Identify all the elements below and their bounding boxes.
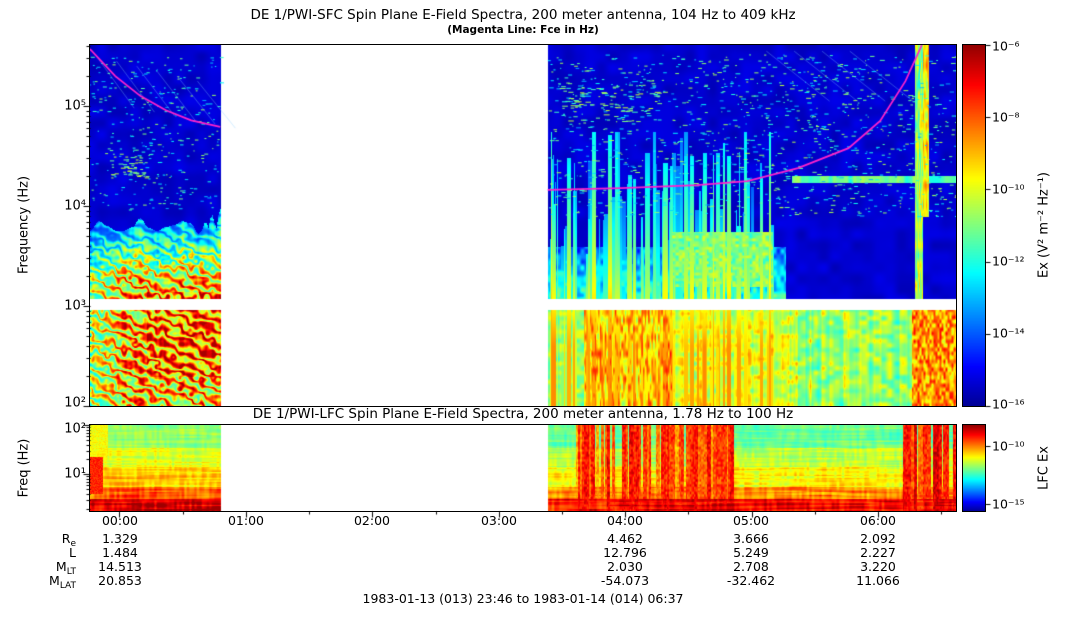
x-tick-0300: 03:00 bbox=[480, 513, 518, 528]
sfc-cbtick-1e-12: 10⁻¹² bbox=[992, 253, 1025, 269]
x-tick-0000: 00:00 bbox=[101, 513, 139, 528]
ephemeris-label-mlat: MLAT bbox=[49, 573, 76, 591]
ephemeris-l-0600: 2.227 bbox=[860, 545, 896, 560]
ephemeris-mlt-0000: 14.513 bbox=[98, 559, 142, 574]
x-tick-0100: 01:00 bbox=[227, 513, 265, 528]
ephemeris-l-0000: 1.484 bbox=[102, 545, 138, 560]
ephemeris-re-0400: 4.462 bbox=[607, 531, 643, 546]
sfc-subtitle: (Magenta Line: Fce in Hz) bbox=[447, 24, 599, 36]
ephemeris-label-mlt-sub: LT bbox=[66, 567, 76, 577]
sfc-cbtick-1e-14: 10⁻¹⁴ bbox=[992, 325, 1025, 341]
sfc-cbtick-1e-16: 10⁻¹⁶ bbox=[992, 396, 1025, 412]
ephemeris-label-mlt-main: M bbox=[55, 559, 67, 574]
ephemeris-label-mlt: MLT bbox=[55, 559, 76, 577]
lfc-title: DE 1/PWI-LFC Spin Plane E-Field Spectra,… bbox=[252, 406, 794, 422]
ephemeris-mlt-0600: 3.220 bbox=[860, 559, 896, 574]
ephemeris-mlt-0500: 2.708 bbox=[733, 559, 769, 574]
sfc-cbtick-1e-8: 10⁻⁸ bbox=[992, 109, 1020, 125]
lfc-ytick-1e2: 10² bbox=[64, 421, 86, 437]
ephemeris-l-0500: 5.249 bbox=[733, 545, 769, 560]
lfc-y-axis-label: Freq (Hz) bbox=[16, 438, 32, 498]
ephemeris-re-0500: 3.666 bbox=[733, 531, 769, 546]
figure-caption: 1983-01-13 (013) 23:46 to 1983-01-14 (01… bbox=[362, 591, 684, 606]
sfc-colorbar-label: Ex (V² m⁻² Hz⁻¹) bbox=[1036, 172, 1052, 278]
lfc-cbtick-1e-10: 10⁻¹⁰ bbox=[992, 438, 1025, 454]
lfc-cbtick-1e-15: 10⁻¹⁵ bbox=[992, 496, 1025, 512]
ephemeris-label-re: Re bbox=[61, 531, 76, 549]
lfc-ytick-1e1: 10¹ bbox=[64, 466, 86, 482]
sfc-cbtick-1e-6: 10⁻⁶ bbox=[992, 38, 1020, 54]
ephemeris-label-l: L bbox=[69, 545, 76, 560]
x-tick-0500: 05:00 bbox=[732, 513, 770, 528]
sfc-ytick-1e3: 10³ bbox=[64, 298, 86, 314]
ephemeris-mlat-0500: -32.462 bbox=[726, 573, 776, 588]
ephemeris-label-l-main: L bbox=[69, 545, 76, 560]
ephemeris-re-0000: 1.329 bbox=[102, 531, 138, 546]
ephemeris-re-0600: 2.092 bbox=[860, 531, 896, 546]
lfc-colorbar-label: LFC Ex bbox=[1036, 446, 1052, 490]
ephemeris-label-mlat-main: M bbox=[49, 573, 60, 588]
ephemeris-mlat-0000: 20.853 bbox=[98, 573, 142, 588]
sfc-ytick-1e5: 10⁵ bbox=[64, 98, 86, 114]
ephemeris-l-0400: 12.796 bbox=[603, 545, 647, 560]
ephemeris-mlat-0400: -54.073 bbox=[600, 573, 650, 588]
x-tick-0600: 06:00 bbox=[859, 513, 897, 528]
sfc-ytick-1e4: 10⁴ bbox=[64, 198, 86, 214]
sfc-ytick-1e2: 10² bbox=[64, 395, 86, 411]
sfc-cbtick-1e-10: 10⁻¹⁰ bbox=[992, 181, 1025, 197]
ephemeris-label-re-main: R bbox=[61, 531, 71, 546]
x-tick-0200: 02:00 bbox=[353, 513, 391, 528]
ephemeris-label-re-sub: e bbox=[70, 539, 76, 549]
x-tick-0400: 04:00 bbox=[606, 513, 644, 528]
sfc-y-axis-label: Frequency (Hz) bbox=[16, 175, 32, 275]
sfc-title: DE 1/PWI-SFC Spin Plane E-Field Spectra,… bbox=[250, 7, 796, 23]
ephemeris-mlt-0400: 2.030 bbox=[607, 559, 643, 574]
ephemeris-mlat-0600: 11.066 bbox=[856, 573, 900, 588]
ephemeris-label-mlat-sub: LAT bbox=[59, 581, 76, 591]
